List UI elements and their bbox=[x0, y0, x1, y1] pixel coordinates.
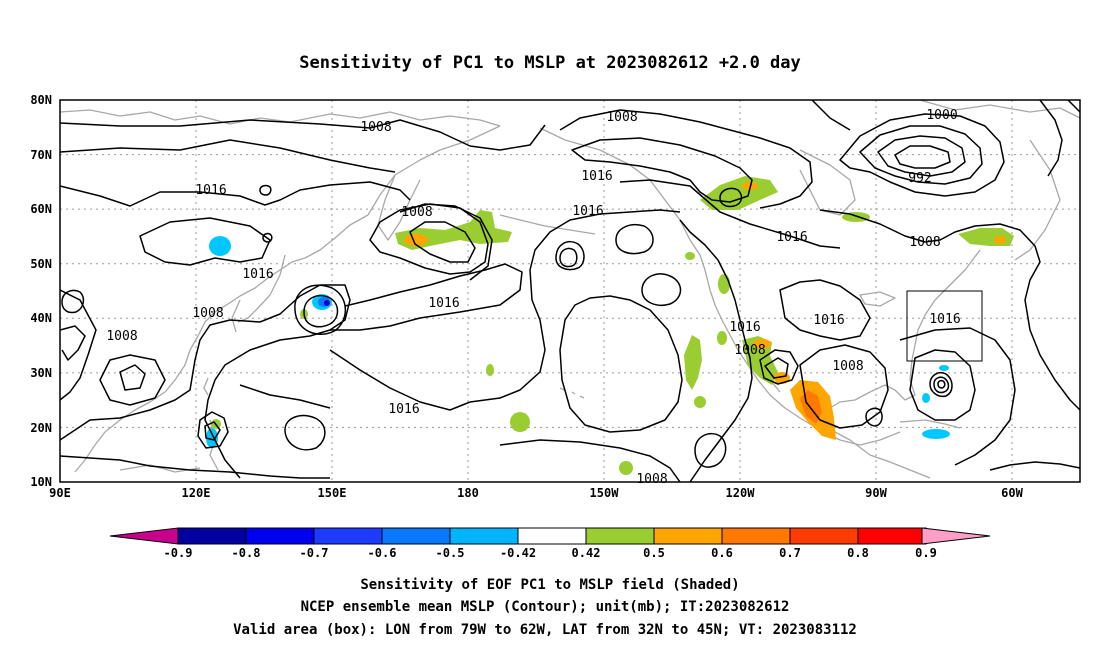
shade-patch bbox=[922, 429, 950, 439]
lat-label: 40N bbox=[30, 311, 52, 325]
map-content bbox=[60, 100, 1080, 482]
colorbar-low-end bbox=[109, 527, 179, 545]
colorbar-cell bbox=[449, 527, 519, 545]
contour-label: 1016 bbox=[729, 320, 760, 335]
contour-label: 1008 bbox=[832, 359, 863, 374]
contour-label: 1016 bbox=[242, 267, 273, 282]
contour-label: 1008 bbox=[734, 343, 765, 358]
colorbar-cell bbox=[517, 527, 587, 545]
caption-line-1: Sensitivity of EOF PC1 to MSLP field (Sh… bbox=[360, 577, 739, 593]
colorbar-cell bbox=[177, 527, 247, 545]
shade-patch bbox=[922, 393, 930, 403]
colorbar-cell bbox=[857, 527, 927, 545]
colorbar-tick-label: 0.8 bbox=[847, 546, 869, 560]
shade-patch bbox=[206, 428, 218, 448]
shade-patch bbox=[718, 274, 730, 294]
lat-label: 30N bbox=[30, 366, 52, 380]
lon-label: 90E bbox=[49, 486, 71, 500]
contour-label: 1016 bbox=[929, 312, 960, 327]
colorbar-cell bbox=[245, 527, 315, 545]
contour-labels: 1008 1008 1000 992 1016 1016 1016 1016 1… bbox=[106, 108, 960, 487]
contour-label: 1008 bbox=[192, 306, 223, 321]
shade-patch bbox=[753, 339, 771, 349]
lon-label: 120E bbox=[182, 486, 211, 500]
shade-patch bbox=[685, 252, 695, 260]
colorbar-cell bbox=[653, 527, 723, 545]
figure-title: Sensitivity of PC1 to MSLP at 2023082612… bbox=[299, 53, 801, 73]
colorbar-cell bbox=[585, 527, 655, 545]
contour-label: 1016 bbox=[428, 296, 459, 311]
contour-label: 1016 bbox=[195, 183, 226, 198]
lat-label: 60N bbox=[30, 202, 52, 216]
latitude-labels: 80N 70N 60N 50N 40N 30N 20N 10N bbox=[30, 93, 52, 489]
colorbar-tick-label: -0.9 bbox=[164, 546, 193, 560]
shade-patch bbox=[510, 412, 530, 432]
map-border bbox=[59, 99, 1081, 483]
colorbar: -0.9 -0.8 -0.7 -0.6 -0.5 -0.42 0.42 0.5 0.6 0.7 0.… bbox=[109, 527, 991, 560]
colorbar-cell bbox=[721, 527, 791, 545]
lon-label: 150E bbox=[318, 486, 347, 500]
shade-patch bbox=[717, 331, 727, 345]
colorbar-tick-label: 0.42 bbox=[572, 546, 601, 560]
colorbar-tick-label: 0.9 bbox=[915, 546, 937, 560]
contour-label: 1016 bbox=[572, 204, 603, 219]
lat-label: 70N bbox=[30, 148, 52, 162]
colorbar-cell bbox=[381, 527, 451, 545]
colorbar-tick-label: -0.5 bbox=[436, 546, 465, 560]
shade-patch bbox=[684, 335, 702, 390]
valid-area-box bbox=[906, 290, 983, 362]
contour-label: 1016 bbox=[813, 313, 844, 328]
contour-label: 1016 bbox=[581, 169, 612, 184]
contour-label: 1016 bbox=[388, 402, 419, 417]
lon-label: 60W bbox=[1001, 486, 1023, 500]
shade-patch bbox=[994, 236, 1006, 244]
colorbar-tick-label: -0.42 bbox=[500, 546, 536, 560]
colorbar-tick-label: -0.7 bbox=[300, 546, 329, 560]
lat-label: 20N bbox=[30, 421, 52, 435]
contour-label: 1008 bbox=[636, 472, 667, 487]
colorbar-tick-label: 0.7 bbox=[779, 546, 801, 560]
shade-patch bbox=[486, 364, 494, 376]
contour-label: 1008 bbox=[606, 110, 637, 125]
contour-label: 1008 bbox=[909, 235, 940, 250]
shade-patch bbox=[619, 461, 633, 475]
longitude-labels: 90E 120E 150E 180 150W 120W 90W 60W bbox=[49, 486, 1023, 500]
lat-label: 80N bbox=[30, 93, 52, 107]
contour-label: 1000 bbox=[926, 108, 957, 123]
colorbar-cell bbox=[789, 527, 859, 545]
mslp-contours bbox=[60, 100, 1080, 482]
colorbar-tick-label: -0.8 bbox=[232, 546, 261, 560]
colorbar-tick-label: 0.5 bbox=[643, 546, 665, 560]
colorbar-labels: -0.9 -0.8 -0.7 -0.6 -0.5 -0.42 0.42 0.5 0.6 0.7 0.… bbox=[164, 546, 937, 560]
lon-label: 180 bbox=[457, 486, 479, 500]
shade-patch bbox=[694, 396, 706, 408]
caption-line-3: Valid area (box): LON from 79W to 62W, L… bbox=[233, 622, 857, 638]
lon-label: 90W bbox=[865, 486, 887, 500]
colorbar-tick-label: -0.6 bbox=[368, 546, 397, 560]
colorbar-cell bbox=[313, 527, 383, 545]
lat-label: 50N bbox=[30, 257, 52, 271]
contour-label: 1008 bbox=[106, 329, 137, 344]
colorbar-high-end bbox=[921, 527, 991, 545]
shade-patch bbox=[404, 234, 428, 246]
colorbar-tick-label: 0.6 bbox=[711, 546, 733, 560]
contour-label: 1016 bbox=[776, 230, 807, 245]
caption-line-2: NCEP ensemble mean MSLP (Contour); unit(… bbox=[301, 599, 790, 615]
colorbar-cells bbox=[177, 527, 927, 545]
shade-patch bbox=[939, 365, 949, 371]
shade-patch bbox=[324, 300, 330, 306]
contour-label: 992 bbox=[908, 171, 931, 186]
contour-label: 1008 bbox=[401, 205, 432, 220]
lon-label: 120W bbox=[726, 486, 756, 500]
contour-label: 1008 bbox=[360, 120, 391, 135]
lon-label: 150W bbox=[590, 486, 620, 500]
lat-label: 10N bbox=[30, 475, 52, 489]
grid-lines bbox=[60, 100, 1080, 482]
shade-patch bbox=[209, 236, 231, 256]
